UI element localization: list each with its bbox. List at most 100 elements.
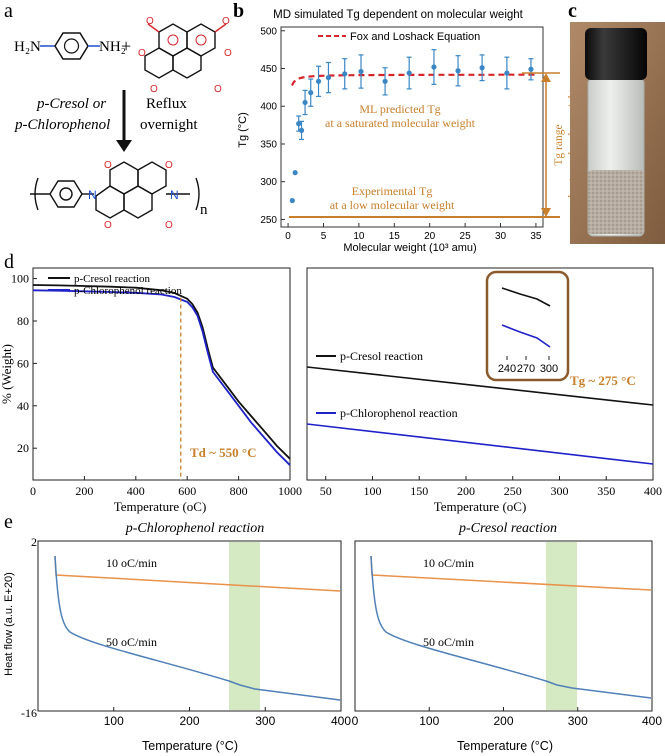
svg-text:O: O bbox=[138, 48, 146, 59]
b-xtick-label: 25 bbox=[460, 231, 472, 242]
dr-xtick-label: 50 bbox=[320, 484, 332, 498]
b-fit-curve bbox=[291, 73, 535, 86]
chart-b-ylabel: Tg (°C) bbox=[237, 112, 249, 148]
chart-b-xlabel: Molecular weight (10³ amu) bbox=[343, 242, 476, 254]
er-ticks-label: 0 bbox=[352, 714, 359, 728]
b-ytick-label: 300 bbox=[260, 177, 277, 188]
chart-d-right-frame bbox=[306, 267, 654, 481]
b-ytick-label: 450 bbox=[260, 64, 277, 75]
dr-label-1: p-Cresol reaction bbox=[340, 349, 423, 363]
b-point bbox=[325, 74, 332, 81]
b-point bbox=[315, 78, 322, 84]
amine-left: H₂N bbox=[14, 39, 41, 55]
el-band bbox=[229, 542, 260, 710]
panel-label-a: a bbox=[4, 0, 13, 22]
dr-label-2: p-Chlorophenol reaction bbox=[340, 406, 458, 420]
chart-e-right: p-Cresol reaction 0 100 200 300 400 10 oC/mi… bbox=[352, 521, 663, 753]
b-xtick-label: 5 bbox=[321, 231, 327, 242]
b-point bbox=[289, 197, 295, 204]
b-ytick-label: 400 bbox=[260, 102, 277, 113]
dr-line-chlorophenol bbox=[306, 423, 654, 465]
er-ticks-label: 400 bbox=[642, 714, 662, 728]
solvent-line1: p-Cresol or bbox=[36, 96, 106, 112]
condition-line2: overnight bbox=[140, 117, 198, 133]
chart-b-frame bbox=[280, 26, 544, 228]
b-point bbox=[406, 70, 412, 76]
b-xtick-label: 10 bbox=[353, 231, 365, 242]
svg-text:O: O bbox=[214, 84, 222, 95]
panel-label-b: b bbox=[233, 0, 244, 22]
el-ticks-label: 300 bbox=[255, 714, 275, 728]
repeat-n: n bbox=[200, 202, 208, 218]
dr-xlabel: Temperature (oC) bbox=[434, 499, 527, 514]
b-point bbox=[504, 70, 510, 76]
reaction-scheme: H₂N NH₂ + O O O O O O p-Cresol or p-Chlo… bbox=[14, 16, 232, 231]
dl-xtick-label: 0 bbox=[30, 484, 36, 498]
dl-ytick-label: 80 bbox=[17, 314, 29, 328]
n-atom-right: N bbox=[170, 188, 179, 202]
b-point bbox=[296, 121, 302, 127]
svg-text:O: O bbox=[146, 16, 154, 27]
b-point bbox=[382, 78, 388, 84]
er-band bbox=[546, 542, 577, 710]
dl-xtick-label: 200 bbox=[75, 484, 93, 498]
el-label-10: 10 oC/min bbox=[106, 556, 157, 570]
dr-xtick-label: 300 bbox=[550, 484, 568, 498]
inset-line-chlorophenol bbox=[501, 324, 551, 348]
b-point bbox=[298, 127, 305, 133]
dl-ytick-label: 40 bbox=[17, 399, 29, 413]
b-xtick-label: 30 bbox=[495, 231, 507, 242]
chart-e-left: p-Chlorophenol reaction 100 200 300 400 10 … bbox=[3, 521, 351, 753]
range-annotation-1: Tg range bbox=[553, 124, 565, 165]
b-ytick-label: 250 bbox=[260, 215, 277, 226]
vial-powder bbox=[588, 170, 644, 234]
er-title: p-Cresol reaction bbox=[458, 521, 557, 536]
n-atom-left: N bbox=[88, 188, 97, 202]
el-ticks-label: 400 bbox=[331, 714, 351, 728]
svg-text:O: O bbox=[165, 220, 173, 231]
dl-ytick-label: 100 bbox=[11, 272, 29, 286]
dl-xtick-label: 1000 bbox=[278, 484, 302, 498]
dl-series-2 bbox=[32, 289, 291, 466]
exp-annotation-1: Experimental Tg bbox=[352, 184, 433, 198]
chart-e-left-frame bbox=[37, 540, 342, 712]
el-ticks-label: 100 bbox=[104, 714, 124, 728]
solvent-line2: p-Chlorophenol bbox=[14, 117, 110, 133]
el-ticks-label: 200 bbox=[179, 714, 199, 728]
chart-b-title: MD simulated Tg dependent on molecular w… bbox=[273, 9, 524, 21]
svg-text:O: O bbox=[224, 48, 232, 59]
b-ytick-label: 500 bbox=[260, 26, 277, 37]
b-xtick-label: 15 bbox=[389, 231, 401, 242]
plus-sign: + bbox=[121, 36, 131, 56]
el-title: p-Chlorophenol reaction bbox=[125, 521, 265, 536]
dl-ytick-label: 20 bbox=[17, 441, 29, 455]
vial-cap bbox=[585, 28, 647, 80]
polyimide-product bbox=[30, 161, 200, 219]
b-point bbox=[302, 99, 308, 106]
td-annotation: Td ~ 550 °C bbox=[190, 445, 257, 460]
b-xtick-label: 35 bbox=[530, 231, 542, 242]
b-point bbox=[342, 71, 348, 77]
dl-xlabel: Temperature (oC) bbox=[114, 499, 207, 514]
er-label-50: 50 oC/min bbox=[423, 635, 474, 649]
el-label-50: 50 oC/min bbox=[106, 635, 157, 649]
dl-xtick-label: 800 bbox=[230, 484, 248, 498]
svg-text:O: O bbox=[150, 84, 158, 95]
dr-xtick-label: 400 bbox=[644, 484, 662, 498]
er-ticks-label: 300 bbox=[568, 714, 588, 728]
b-ytick-label: 350 bbox=[260, 139, 277, 150]
dr-line-cresol bbox=[306, 366, 654, 406]
dianhydride bbox=[144, 23, 227, 79]
b-xtick-label: 0 bbox=[285, 231, 291, 242]
er-xlabel: Temperature (°C) bbox=[457, 739, 553, 753]
b-point bbox=[358, 68, 364, 75]
chart-b: MD simulated Tg dependent on molecular w… bbox=[237, 9, 579, 254]
svg-text:O: O bbox=[165, 160, 173, 171]
dl-ytick-label: 60 bbox=[17, 356, 29, 370]
dl-legend-2: p-Chlorophenol reaction bbox=[74, 285, 182, 297]
er-label-10: 10 oC/min bbox=[423, 556, 474, 570]
chart-d-left: 0 200 400 600 800 1000 20 40 60 80 100 p-Cresol re… bbox=[0, 267, 302, 514]
svg-text:O: O bbox=[104, 220, 112, 231]
dr-xtick-label: 100 bbox=[363, 484, 381, 498]
exp-annotation-2: at a low molecular weight bbox=[330, 198, 455, 212]
